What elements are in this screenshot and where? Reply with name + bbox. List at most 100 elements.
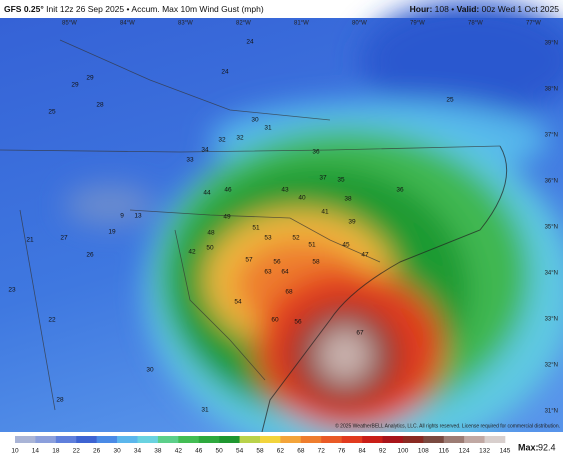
legend-swatch: [76, 436, 97, 443]
legend-tick: 116: [439, 448, 450, 455]
legend-tick: 34: [134, 448, 142, 455]
hour: 108: [435, 4, 449, 14]
init: Init 12z 26 Sep 2025: [46, 4, 124, 14]
lon-label: 82°W: [236, 21, 251, 27]
lon-labels: 85°W84°W83°W82°W81°W80°W79°W78°W77°W76°W: [62, 21, 541, 27]
legend-tick: 62: [277, 448, 285, 455]
station-value: 39: [348, 219, 356, 226]
station-value: 32: [218, 137, 226, 144]
legend-swatch: [484, 436, 506, 443]
lon-label: 85°W: [62, 21, 77, 27]
legend-swatch: [117, 436, 138, 443]
station-value: 29: [71, 82, 79, 89]
legend-swatch: [137, 436, 159, 443]
lat-label: 31°N: [545, 409, 558, 415]
lat-label: 34°N: [545, 271, 558, 277]
station-values: 29 28 24 29 30 25 31 33 32 34 36 44 46 43 40 37 41 49 48 51…: [8, 39, 454, 414]
legend-swatch: [300, 436, 322, 443]
station-value: 64: [281, 269, 289, 276]
lat-label: 36°N: [545, 179, 558, 185]
legend-tick: 100: [397, 448, 408, 455]
legend-tick: 92: [379, 448, 387, 455]
station-value: 28: [96, 102, 104, 109]
legend-swatch: [443, 436, 465, 443]
station-value: 43: [281, 187, 289, 194]
station-value: 46: [224, 187, 232, 194]
station-value: 24: [221, 69, 229, 76]
legend-swatch: [321, 436, 342, 443]
legend-tick: 18: [52, 448, 60, 455]
station-value: 49: [223, 214, 231, 221]
valid-label: Valid:: [457, 4, 480, 14]
borders: [0, 39, 508, 433]
valid: 00z Wed 1 Oct 2025: [482, 4, 560, 14]
legend-tick: 14: [32, 448, 40, 455]
legend-tick: 84: [358, 448, 366, 455]
station-value: 57: [245, 257, 253, 264]
station-value: 25: [446, 97, 454, 104]
legend: 10 14 18 22 26 30 34 38 42 46 50 54 58 62 68 72 76 84 92 10…: [11, 436, 511, 455]
station-value: 19: [108, 229, 116, 236]
station-value: 24: [246, 39, 254, 46]
station-value: 41: [321, 209, 329, 216]
station-value: 9: [120, 213, 124, 220]
separator: •: [451, 4, 454, 14]
max-value: 92.4: [538, 442, 556, 452]
legend-tick: 132: [479, 448, 490, 455]
lat-label: 32°N: [545, 363, 558, 369]
lon-label: 80°W: [352, 21, 367, 27]
station-value: 30: [146, 367, 154, 374]
legend-swatch: [260, 436, 281, 443]
legend-tick: 42: [175, 448, 183, 455]
station-value: 30: [251, 117, 259, 124]
station-value: 56: [273, 259, 281, 266]
lon-label: 79°W: [410, 21, 425, 27]
lon-label: 78°W: [468, 21, 483, 27]
lat-label: 33°N: [545, 317, 558, 323]
legend-swatch: [96, 436, 118, 443]
header-right: Hour: 108 • Valid: 00z Wed 1 Oct 2025: [410, 4, 560, 14]
legend-swatch: [157, 436, 179, 443]
station-value: 48: [207, 230, 215, 237]
station-value: 29: [86, 75, 94, 82]
station-value: 40: [298, 195, 306, 202]
lon-label: 77°W: [526, 21, 541, 27]
legend-tick: 72: [318, 448, 326, 455]
station-value: 28: [56, 397, 64, 404]
station-value: 21: [26, 237, 34, 244]
station-value: 34: [201, 147, 209, 154]
lon-label: 83°W: [178, 21, 193, 27]
station-value: 44: [203, 190, 211, 197]
legend-tick: 38: [154, 448, 162, 455]
station-value: 68: [285, 289, 293, 296]
legend-tick: 124: [459, 448, 470, 455]
legend-swatch: [55, 436, 77, 443]
legend-tick: 145: [500, 448, 511, 455]
station-value: 26: [86, 252, 94, 259]
station-value: 13: [134, 213, 142, 220]
legend-swatch: [219, 436, 240, 443]
legend-tick: 26: [93, 448, 101, 455]
station-value: 33: [186, 157, 194, 164]
header-left: GFS 0.25° Init 12z 26 Sep 2025 • Accum. …: [4, 4, 264, 14]
legend-tick: 10: [11, 448, 19, 455]
field: Accum. Max 10m Wind Gust (mph): [131, 4, 263, 14]
lat-label: 35°N: [545, 225, 558, 231]
station-value: 37: [319, 175, 327, 182]
hour-label: Hour:: [410, 4, 433, 14]
legend-tick: 58: [256, 448, 264, 455]
station-value: 60: [271, 317, 279, 324]
station-value: 36: [396, 187, 404, 194]
legend-tick: 30: [113, 448, 121, 455]
max-label: Max:: [518, 442, 539, 452]
separator: •: [127, 4, 130, 14]
lat-label: 38°N: [545, 87, 558, 93]
lat-labels: 39°N 38°N 37°N 36°N 35°N 34°N 33°N 32°N 31°N: [545, 41, 558, 415]
legend-tick: 50: [216, 448, 224, 455]
station-value: 50: [206, 245, 214, 252]
station-value: 47: [361, 252, 369, 259]
lat-label: 39°N: [545, 41, 558, 47]
station-value: 52: [292, 235, 300, 242]
lat-label: 37°N: [545, 133, 558, 139]
